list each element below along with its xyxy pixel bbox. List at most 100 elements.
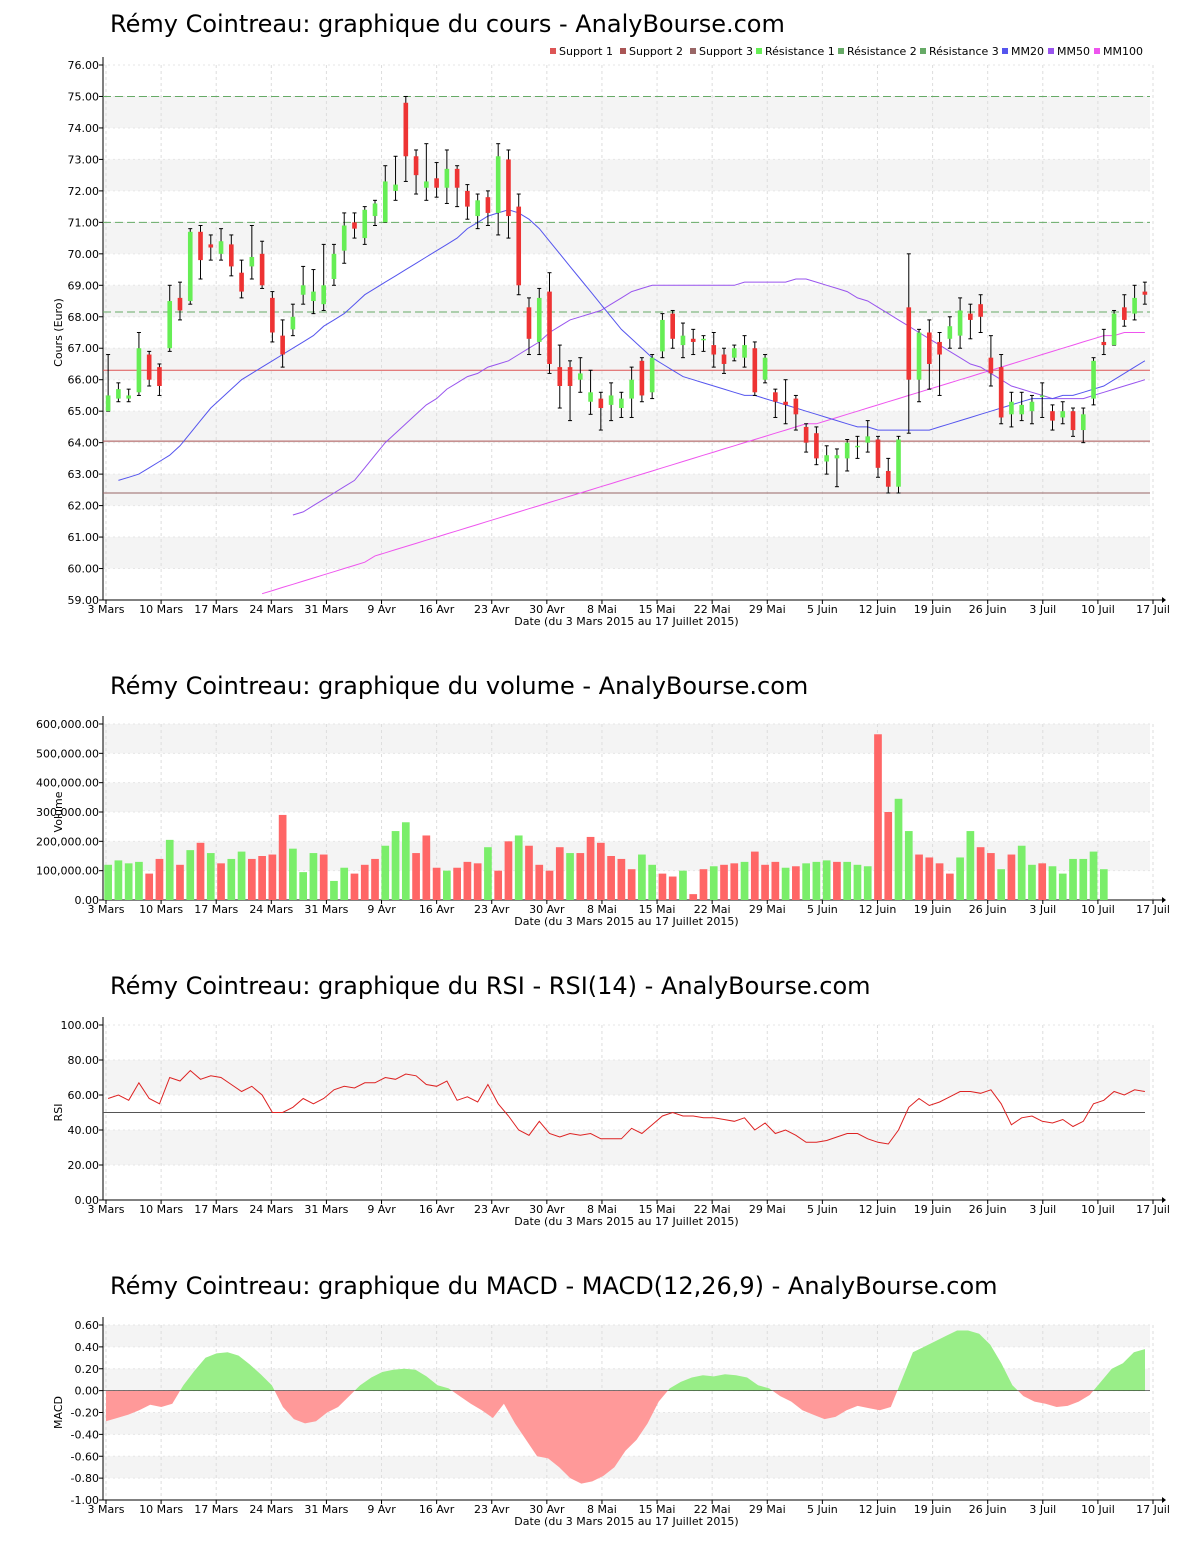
volume-xtick-label: 24 Mars [249,903,293,916]
volume-bar [1048,866,1057,900]
macd-xtick-label: 26 Juin [969,1503,1007,1516]
macd-x-arrow [1162,1497,1166,1503]
volume-bar [915,854,923,900]
price-xtick-label: 5 Juin [807,603,838,616]
volume-bar [1028,864,1036,900]
macd-positive-area [667,1374,773,1391]
candle-body [762,357,768,380]
candle-body [105,395,111,412]
volume-bar [473,863,482,900]
rsi-xtick-label: 3 Mars [88,1203,125,1216]
candle-body [731,348,737,358]
rsi-xtick-label: 31 Mars [304,1203,348,1216]
volume-bar [135,861,143,900]
candle-body [126,395,131,399]
candle-body [136,348,142,393]
candle-body [300,285,306,295]
volume-bar [586,836,595,900]
volume-ytick-label: 400,000.00 [36,777,99,790]
volume-bar [771,861,780,900]
rsi-xtick-label: 16 Avr [419,1203,455,1216]
candle-body [372,203,378,217]
macd-xtick-label: 17 Mars [194,1503,238,1516]
candle-body [239,272,244,292]
legend-swatch [550,48,556,54]
candle-body [711,345,717,355]
volume-bar [422,835,431,900]
macd-positive-area [354,1368,452,1391]
rsi-chart-title: Rémy Cointreau: graphique du RSI - RSI(1… [110,972,871,1000]
volume-bar [812,861,821,900]
macd-band [103,1456,1150,1479]
volume-bar [504,841,513,900]
volume-bar [1007,854,1016,900]
candle-body [1039,395,1045,397]
volume-bar [1058,873,1067,900]
rsi-band [103,1130,1150,1165]
volume-bar [525,845,533,900]
price-x-title: Date (du 3 Mars 2015 au 17 Juillet 2015) [514,615,738,628]
candle-body [773,392,778,402]
volume-bar [432,867,441,900]
volume-x-title: Date (du 3 Mars 2015 au 17 Juillet 2015) [514,915,738,928]
candle-body [793,398,799,415]
rsi-ytick-label: 80.00 [68,1054,100,1067]
volume-bar [165,839,174,900]
candle-body [454,168,460,188]
volume-bar [319,854,328,900]
candle-body [896,439,901,487]
rsi-ytick-label: 0.00 [75,1194,100,1207]
price-xtick-label: 17 Juil [1136,603,1170,616]
volume-bar [617,858,626,900]
volume-bar [514,835,523,900]
price-y-title: Cours (Euro) [52,298,65,367]
candle-body [957,310,963,336]
volume-bar [976,847,985,900]
volume-bar [956,857,964,900]
price-ytick-label: 63.00 [68,468,100,481]
volume-xtick-label: 10 Mars [139,903,183,916]
price-ytick-label: 71.00 [68,216,100,229]
volume-bar [638,854,646,900]
candle-body [885,470,891,487]
volume-bar [535,864,544,900]
volume-bar [258,856,266,900]
volume-bar [443,870,451,900]
candle-body [783,401,788,405]
legend-swatch [620,48,626,54]
macd-xtick-label: 5 Juin [807,1503,838,1516]
volume-ytick-label: 100,000.00 [36,865,99,878]
volume-bar [104,864,112,900]
candle-body [803,426,809,443]
volume-bar [227,858,236,900]
price-xtick-label: 9 Avr [367,603,396,616]
volume-bar [720,864,728,900]
volume-bar [155,858,164,900]
legend-label: MM50 [1057,45,1090,58]
candle-body [598,398,604,409]
candle-body [824,455,829,462]
candle-body [526,307,532,339]
volume-ytick-label: 300,000.00 [36,806,99,819]
rsi-line [107,1069,1145,1145]
price-xtick-label: 10 Mars [139,603,183,616]
price-band [103,285,1150,317]
price-xtick-label: 22 Mai [694,603,731,616]
legend-label: MM100 [1103,45,1143,58]
rsi-ytick-label: 40.00 [68,1124,100,1137]
volume-bar [268,854,277,900]
macd-xtick-label: 31 Mars [304,1503,348,1516]
candle-body [341,225,347,251]
candle-body [844,442,850,459]
volume-bar [217,863,225,900]
price-ytick-label: 61.00 [68,531,100,544]
candle-body [208,244,214,248]
candle-body [1091,360,1096,399]
macd-xtick-label: 24 Mars [249,1503,293,1516]
candle-body [865,436,871,443]
price-ytick-label: 69.00 [68,279,100,292]
rsi-xtick-label: 30 Avr [529,1203,565,1216]
legend-swatch [1048,48,1054,54]
candle-body [157,367,162,386]
